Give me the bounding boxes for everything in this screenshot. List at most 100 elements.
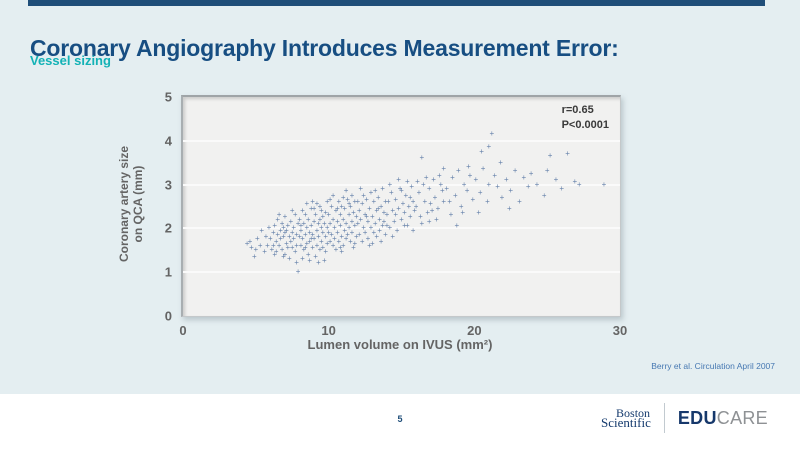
data-point-marker: + bbox=[479, 146, 484, 156]
data-point-marker: + bbox=[372, 186, 378, 196]
data-point-marker: + bbox=[289, 205, 295, 215]
data-point-marker: + bbox=[281, 251, 286, 261]
data-point-marker: + bbox=[324, 223, 330, 233]
data-point-marker: + bbox=[367, 240, 372, 250]
data-point-marker: + bbox=[329, 229, 334, 239]
data-point-marker: + bbox=[307, 227, 313, 237]
data-point-marker: + bbox=[289, 243, 295, 253]
data-point-marker: + bbox=[300, 254, 305, 264]
data-point-marker: + bbox=[361, 190, 366, 200]
data-point-marker: + bbox=[249, 243, 254, 253]
data-point-marker: + bbox=[314, 199, 320, 209]
footer-band: 5 Boston Scientific EDUCARE bbox=[0, 394, 800, 450]
data-point-marker: + bbox=[310, 229, 315, 239]
data-point-marker: + bbox=[346, 199, 352, 209]
data-point-marker: + bbox=[343, 234, 349, 244]
data-point-marker: + bbox=[269, 245, 275, 255]
slide-subtitle: Vessel sizing bbox=[30, 53, 111, 68]
data-point-marker: + bbox=[330, 214, 336, 224]
data-point-marker: + bbox=[305, 214, 311, 224]
data-point-marker: + bbox=[412, 205, 417, 215]
data-point-marker: + bbox=[396, 203, 401, 213]
data-point-marker: + bbox=[423, 173, 429, 183]
data-point-marker: + bbox=[601, 179, 607, 189]
data-point-marker: + bbox=[326, 210, 331, 220]
data-point-marker: + bbox=[262, 247, 267, 257]
data-point-marker: + bbox=[294, 229, 299, 239]
data-point-marker: + bbox=[384, 221, 390, 231]
data-point-marker: + bbox=[358, 183, 364, 193]
data-point-marker: + bbox=[352, 221, 358, 231]
y-axis-tick-label: 2 bbox=[164, 220, 172, 236]
data-point-marker: + bbox=[384, 210, 390, 220]
data-point-marker: + bbox=[404, 177, 410, 187]
data-point-marker: + bbox=[353, 232, 359, 242]
logo-group: Boston Scientific EDUCARE bbox=[601, 403, 768, 433]
data-point-marker: + bbox=[276, 210, 282, 220]
y-axis-tick-label: 0 bbox=[164, 308, 172, 324]
data-point-marker: + bbox=[476, 208, 482, 218]
data-point-marker: + bbox=[336, 197, 342, 207]
data-point-marker: + bbox=[316, 232, 321, 242]
data-point-marker: + bbox=[314, 225, 320, 235]
data-point-marker: + bbox=[286, 254, 292, 264]
data-point-marker: + bbox=[421, 179, 426, 189]
data-point-marker: + bbox=[432, 192, 438, 202]
data-point-marker: + bbox=[332, 223, 337, 233]
data-point-marker: + bbox=[308, 203, 314, 213]
data-point-marker: + bbox=[528, 168, 534, 178]
data-point-marker: + bbox=[403, 190, 409, 200]
data-point-marker: + bbox=[438, 179, 444, 189]
data-point-marker: + bbox=[333, 245, 339, 255]
data-point-marker: + bbox=[448, 210, 454, 220]
data-point-marker: + bbox=[359, 236, 365, 246]
educare-logo: EDUCARE bbox=[678, 408, 768, 429]
annotation-p-value: P<0.0001 bbox=[561, 119, 609, 131]
data-point-marker: + bbox=[418, 212, 423, 222]
data-point-marker: + bbox=[295, 267, 301, 277]
annotation-r-value: r=0.65 bbox=[561, 104, 594, 116]
data-point-marker: + bbox=[345, 229, 350, 239]
data-point-marker: + bbox=[444, 183, 449, 193]
data-point-marker: + bbox=[355, 197, 361, 207]
data-point-marker: + bbox=[368, 188, 374, 198]
data-point-marker: + bbox=[391, 216, 397, 226]
data-point-marker: + bbox=[319, 205, 324, 215]
data-point-marker: + bbox=[266, 223, 272, 233]
data-point-marker: + bbox=[327, 219, 333, 229]
data-point-marker: + bbox=[399, 214, 404, 224]
data-point-marker: + bbox=[361, 223, 366, 233]
data-point-marker: + bbox=[351, 208, 356, 218]
data-point-marker: + bbox=[547, 151, 553, 161]
data-point-marker: + bbox=[407, 212, 413, 222]
data-point-marker: + bbox=[399, 186, 404, 196]
gridline bbox=[183, 271, 620, 274]
y-axis-tick-label: 4 bbox=[164, 133, 172, 149]
page-number: 5 bbox=[397, 414, 403, 424]
y-axis-tick-label: 3 bbox=[164, 177, 172, 193]
x-axis-title: Lumen volume on IVUS (mm²) bbox=[307, 337, 493, 352]
correlation-annotation: r=0.65 P<0.0001 bbox=[562, 103, 609, 133]
data-point-marker: + bbox=[353, 212, 359, 222]
data-point-marker: + bbox=[453, 190, 458, 200]
data-point-marker: + bbox=[247, 236, 253, 246]
citation: Berry et al. Circulation April 2007 bbox=[651, 361, 775, 371]
data-point-marker: + bbox=[381, 208, 387, 218]
data-point-marker: + bbox=[270, 227, 276, 237]
plot-area: r=0.65 P<0.0001 0 1 2 3 4 5 0 10 20 30 + + + + + + + + + + +… bbox=[165, 90, 627, 339]
data-point-marker: + bbox=[288, 216, 294, 226]
data-point-marker: + bbox=[339, 232, 345, 242]
data-point-marker: + bbox=[362, 210, 368, 220]
data-point-marker: + bbox=[464, 186, 470, 196]
data-point-marker: + bbox=[467, 170, 473, 180]
data-point-marker: + bbox=[320, 243, 326, 253]
data-point-marker: + bbox=[330, 190, 336, 200]
data-point-marker: + bbox=[303, 229, 308, 239]
data-point-marker: + bbox=[348, 201, 353, 211]
data-point-marker: + bbox=[477, 188, 483, 198]
data-point-marker: + bbox=[508, 186, 514, 196]
data-point-marker: + bbox=[303, 243, 308, 253]
data-point-marker: + bbox=[263, 232, 269, 242]
data-point-marker: + bbox=[460, 208, 466, 218]
data-point-marker: + bbox=[254, 234, 260, 244]
